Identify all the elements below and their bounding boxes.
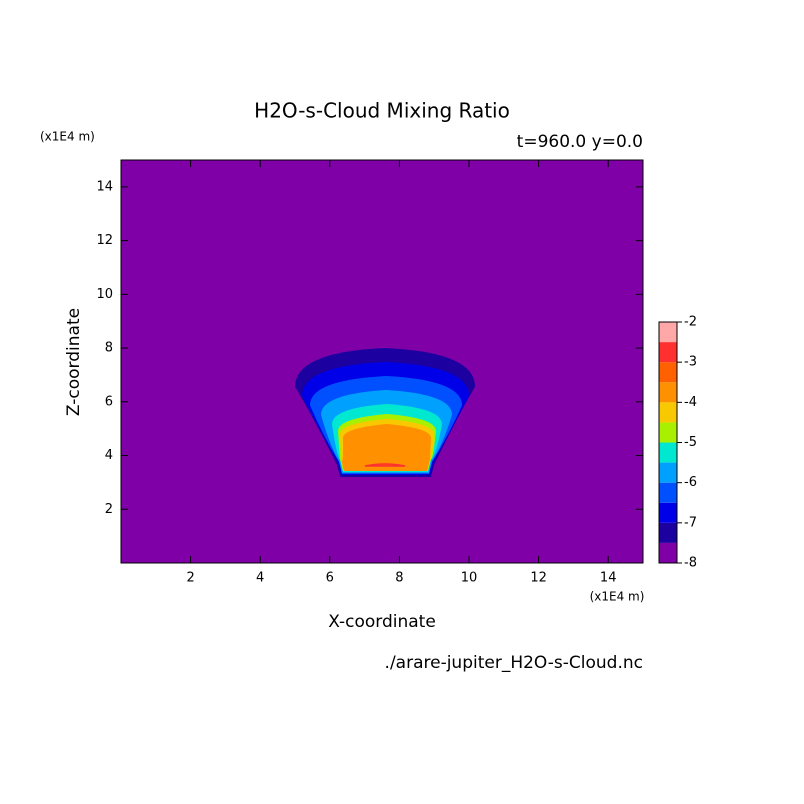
colorbar-swatch bbox=[659, 442, 677, 463]
colorbar-swatch bbox=[659, 522, 677, 543]
chart-title: H2O-s-Cloud Mixing Ratio bbox=[254, 99, 510, 123]
y-tick-label: 2 bbox=[105, 502, 113, 517]
colorbar-swatch bbox=[659, 482, 677, 503]
y-unit: (x1E4 m) bbox=[40, 130, 95, 144]
colorbar-swatch bbox=[659, 402, 677, 423]
y-tick-label: 12 bbox=[96, 233, 113, 248]
colorbar-swatch bbox=[659, 542, 677, 563]
colorbar-swatch bbox=[659, 502, 677, 523]
x-axis-label: X-coordinate bbox=[328, 612, 436, 632]
plot-frame bbox=[120, 159, 644, 564]
x-tick-label: 10 bbox=[461, 571, 478, 586]
y-tick-label: 4 bbox=[105, 448, 113, 463]
colorbar-swatch bbox=[659, 462, 677, 483]
y-tick-label: 6 bbox=[105, 394, 113, 409]
colorbar-tick-label: -5 bbox=[684, 435, 697, 450]
y-tick-label: 10 bbox=[96, 287, 113, 302]
colorbar-tick-label: -8 bbox=[684, 556, 697, 571]
x-tick-label: 8 bbox=[395, 571, 403, 586]
x-tick-label: 2 bbox=[186, 571, 194, 586]
colorbar-tick-label: -6 bbox=[684, 475, 697, 490]
chart-subtitle: t=960.0 y=0.0 bbox=[517, 132, 643, 152]
x-unit: (x1E4 m) bbox=[590, 590, 645, 604]
y-tick-label: 8 bbox=[105, 341, 113, 356]
contour-fill bbox=[341, 424, 431, 471]
x-tick-label: 14 bbox=[600, 571, 617, 586]
colorbar-tick-label: -3 bbox=[684, 355, 697, 370]
colorbar-tick-label: -7 bbox=[684, 515, 697, 530]
colorbar-swatch bbox=[659, 422, 677, 443]
source-file: ./arare-jupiter_H2O-s-Cloud.nc bbox=[385, 653, 643, 673]
contour-fill bbox=[364, 463, 406, 467]
colorbar-swatch bbox=[659, 322, 677, 343]
colorbar-swatch bbox=[659, 342, 677, 363]
x-tick-label: 12 bbox=[530, 571, 547, 586]
y-tick-label: 14 bbox=[96, 179, 113, 194]
colorbar-tick-label: -4 bbox=[684, 395, 697, 410]
colorbar-swatch bbox=[659, 362, 677, 383]
x-tick-label: 4 bbox=[256, 571, 264, 586]
colorbar-swatch bbox=[659, 382, 677, 403]
x-tick-label: 6 bbox=[326, 571, 334, 586]
y-axis-label: Z-coordinate bbox=[64, 308, 84, 416]
colorbar-tick-label: -2 bbox=[684, 315, 697, 330]
